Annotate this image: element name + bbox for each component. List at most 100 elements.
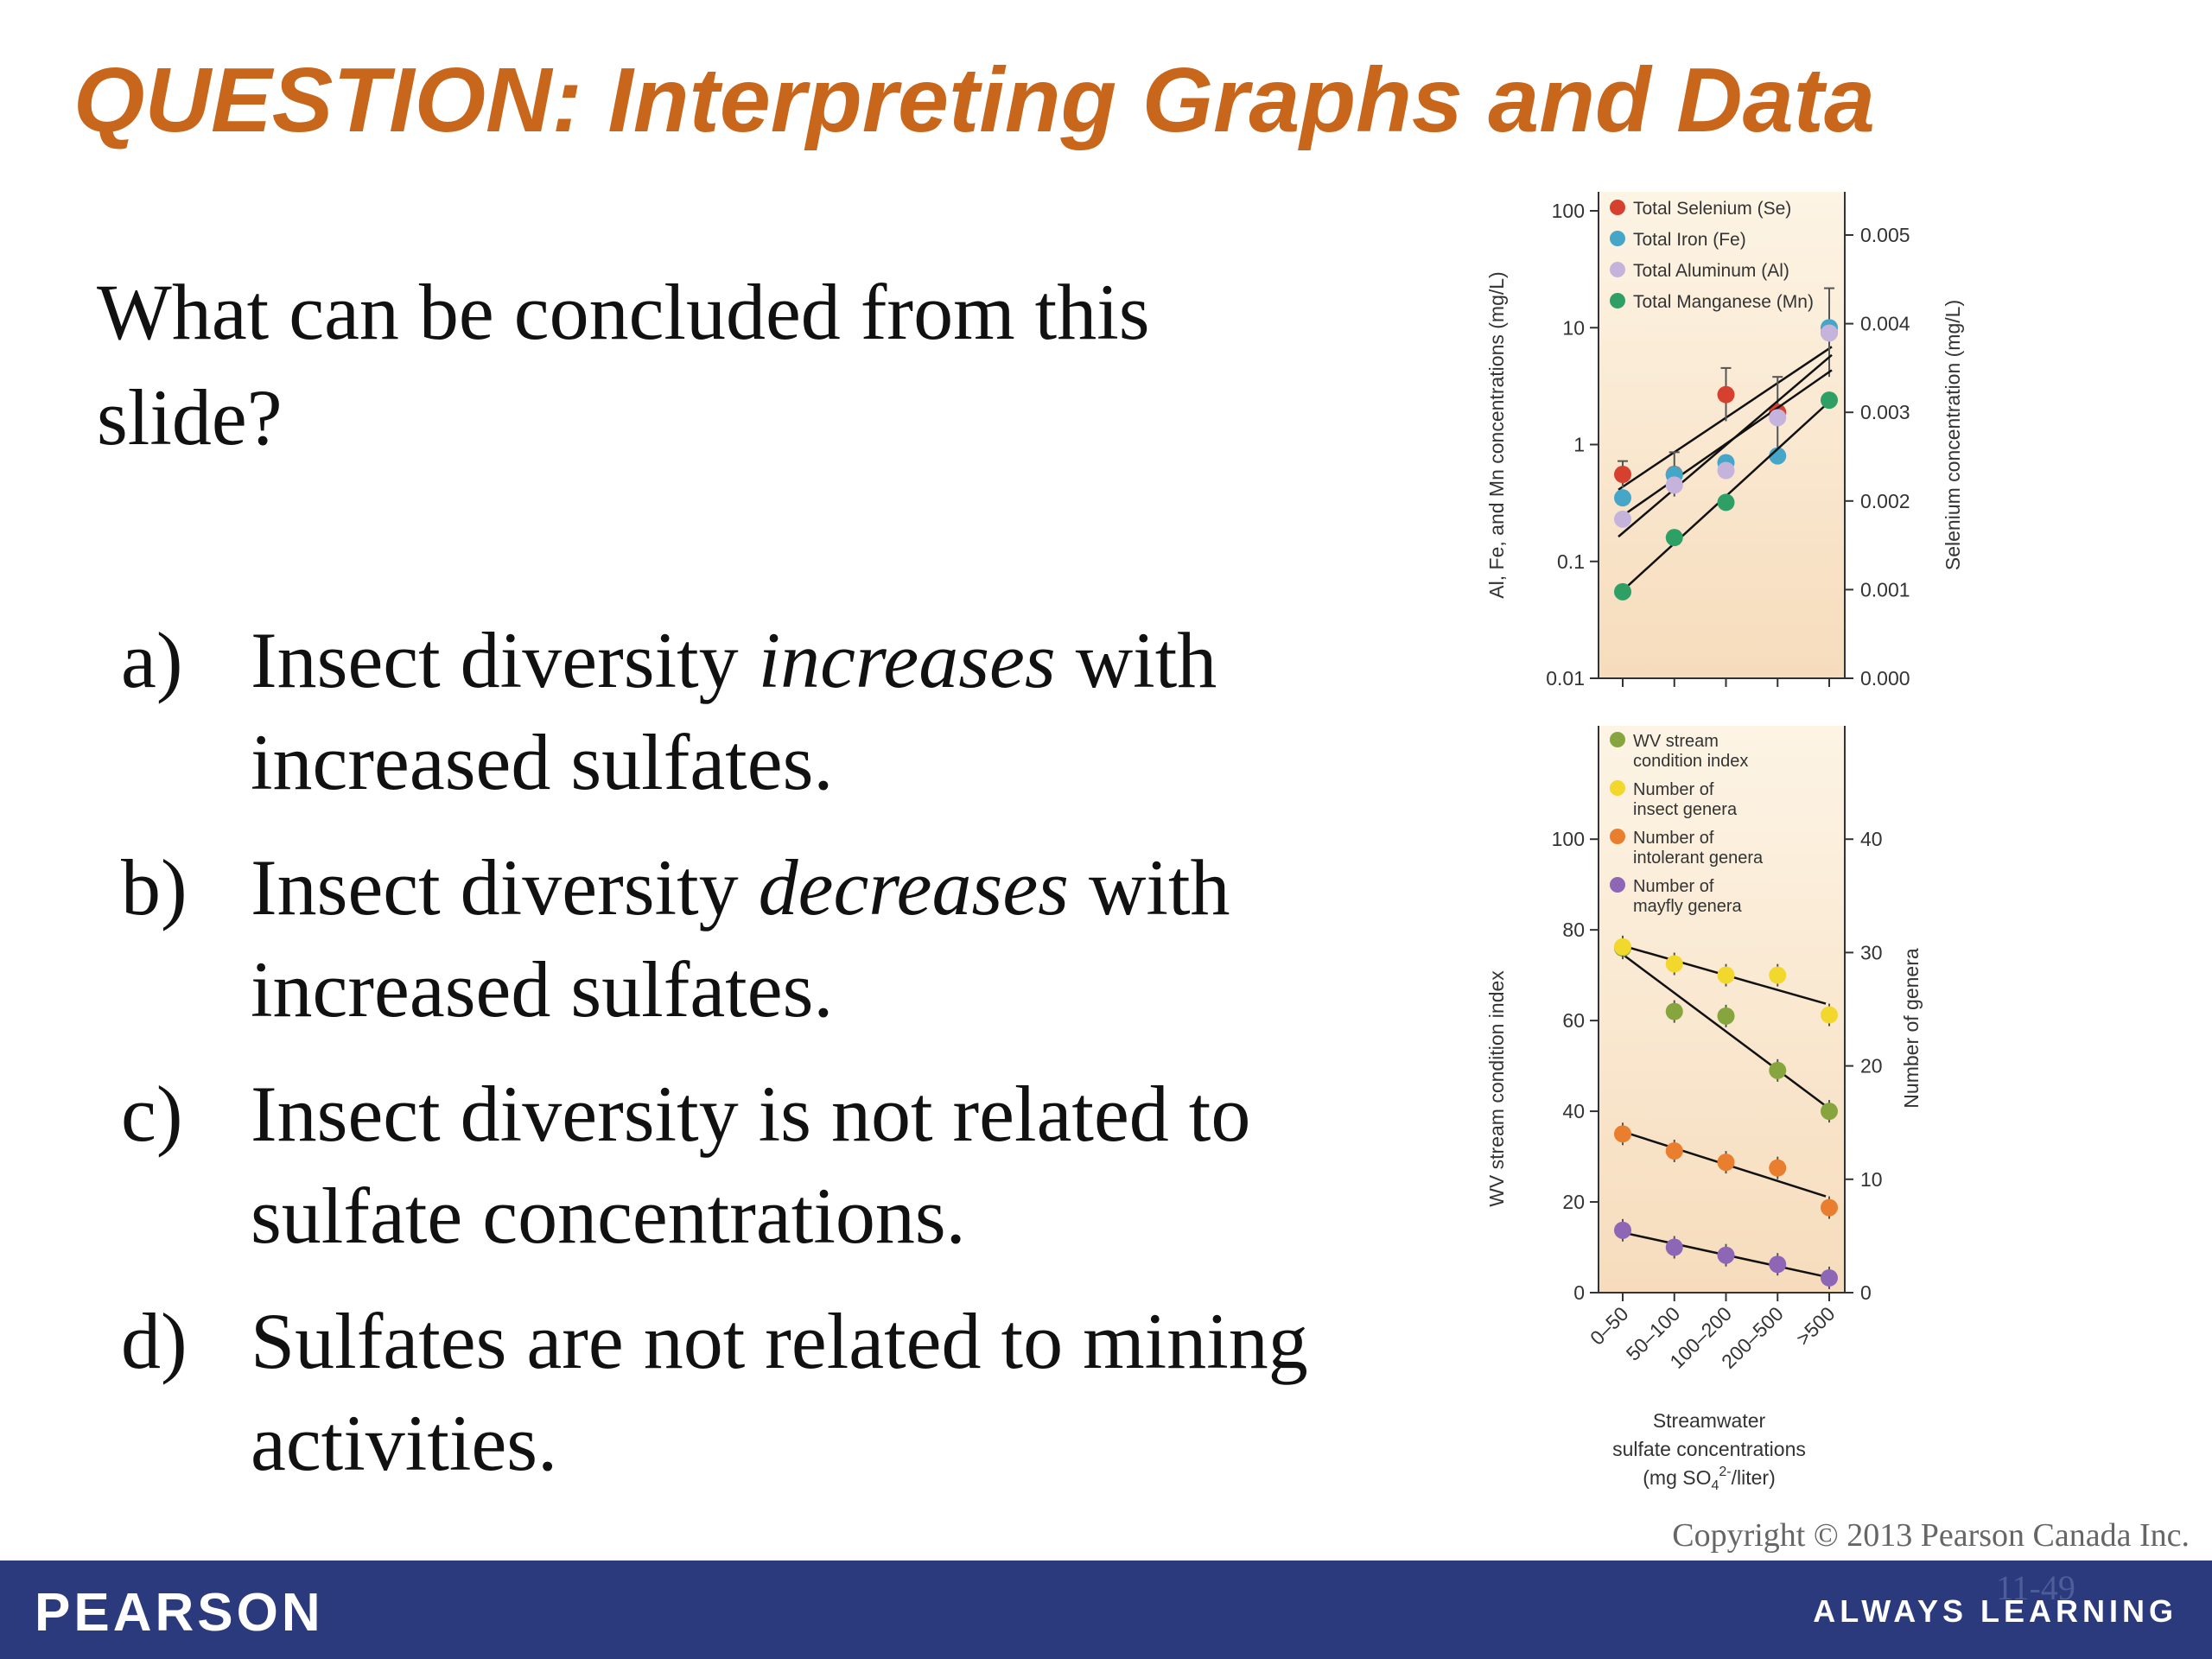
data-point <box>1717 966 1735 984</box>
figure-charts: 0.010.11101000.0000.0010.0020.0030.0040.… <box>1485 192 1964 1493</box>
legend-marker <box>1610 200 1625 215</box>
footer-bar: PEARSON 11-49 ALWAYS LEARNING <box>0 1560 2212 1659</box>
data-point <box>1821 1268 1838 1287</box>
data-point <box>1821 1103 1838 1121</box>
data-point <box>1717 1154 1735 1172</box>
pearson-logo: PEARSON <box>35 1583 324 1643</box>
answer-text: Insect diversity decreases with increase… <box>251 843 1230 1033</box>
legend-label: mayfly genera <box>1633 897 1742 916</box>
legend-label: Number of <box>1633 877 1714 896</box>
data-point <box>1821 1198 1838 1217</box>
y-tick-label-left: 0.01 <box>1546 667 1585 690</box>
data-point <box>1665 1002 1683 1020</box>
data-point <box>1665 476 1683 494</box>
y-axis-title-left: Al, Fe, and Mn concentrations (mg/L) <box>1485 271 1508 598</box>
y-tick-label-right: 0.003 <box>1860 401 1910 423</box>
page-number: 11-49 <box>1996 1568 2075 1607</box>
data-point <box>1821 324 1838 342</box>
y-tick-label-right: 30 <box>1860 941 1883 963</box>
data-point <box>1665 955 1683 973</box>
unit-superscript: 2- <box>1719 1465 1731 1479</box>
y-tick-label-left: 40 <box>1562 1100 1585 1122</box>
answer-letter: a) <box>121 616 183 704</box>
data-point <box>1769 966 1787 984</box>
y-tick-label-left: 20 <box>1562 1191 1585 1213</box>
legend-label: Number of <box>1633 829 1714 848</box>
y-tick-label-left: 60 <box>1562 1009 1585 1032</box>
y-tick-label-left: 100 <box>1552 200 1585 222</box>
y-tick-label-right: 10 <box>1860 1168 1883 1191</box>
legend-label: Number of <box>1633 780 1714 799</box>
unit-text: /liter) <box>1732 1466 1776 1489</box>
data-point <box>1614 1221 1631 1239</box>
trendline <box>1618 353 1833 538</box>
y-tick-label-right: 0.001 <box>1860 578 1910 601</box>
data-point <box>1717 1246 1735 1264</box>
x-axis-unit: (mg SO42-/liter) <box>1643 1465 1776 1493</box>
legend-marker <box>1610 262 1625 277</box>
y-axis-title-right: Number of genera <box>1900 948 1923 1109</box>
legend-label: intolerant genera <box>1633 849 1764 868</box>
data-point <box>1614 510 1631 528</box>
y-tick-label-left: 100 <box>1552 828 1585 850</box>
y-tick-label-left: 1 <box>1573 434 1585 456</box>
legend-marker <box>1610 829 1625 844</box>
data-point <box>1717 461 1735 480</box>
legend-label: insect genera <box>1633 800 1738 819</box>
y-tick-label-right: 0.002 <box>1860 490 1910 512</box>
legend-label: Total Aluminum (Al) <box>1633 261 1789 281</box>
data-point <box>1717 493 1735 512</box>
y-tick-label-right: 0 <box>1860 1281 1872 1304</box>
legend-marker <box>1610 780 1625 796</box>
data-point <box>1769 1159 1787 1177</box>
data-point <box>1665 1238 1683 1256</box>
legend-label: Total Selenium (Se) <box>1633 199 1791 219</box>
y-tick-label-left: 80 <box>1562 918 1585 941</box>
data-point <box>1665 1142 1683 1160</box>
trendline <box>1622 953 1827 1107</box>
data-point <box>1665 529 1683 547</box>
slide-title: QUESTION: Interpreting Graphs and Data <box>73 49 1875 151</box>
y-axis-title-right: Selenium concentration (mg/L) <box>1942 300 1964 570</box>
y-tick-label-left: 0.1 <box>1557 550 1585 573</box>
answer-letter: b) <box>121 843 188 931</box>
legend-label: Total Manganese (Mn) <box>1633 292 1814 312</box>
question-text: What can be concluded from this slide? <box>97 268 1150 461</box>
data-point <box>1769 409 1787 427</box>
copyright-notice: Copyright © 2013 Pearson Canada Inc. <box>1672 1517 2190 1554</box>
y-tick-label-right: 0.004 <box>1860 313 1910 335</box>
unit-subscript: 4 <box>1711 1478 1719 1493</box>
legend-marker <box>1610 877 1625 893</box>
data-point <box>1769 1061 1787 1079</box>
chart-biodiversity: 0 20 40 60 80 100 0 10 20 30 40 WV stream condition… <box>1485 726 1923 1493</box>
legend-marker <box>1610 732 1625 747</box>
tagline: ALWAYS LEARNING <box>1813 1593 2177 1629</box>
legend-marker <box>1610 231 1625 246</box>
data-point <box>1769 1255 1787 1274</box>
data-point <box>1614 489 1631 507</box>
plot-area <box>1599 192 1845 678</box>
legend-label: Total Iron (Fe) <box>1633 230 1746 250</box>
y-tick-label-right: 0.000 <box>1860 667 1910 690</box>
data-point <box>1614 582 1631 601</box>
data-point <box>1614 1125 1631 1143</box>
data-point <box>1821 1006 1838 1024</box>
data-point <box>1717 385 1735 404</box>
chart-metals: 0.01 0.1 1 10 100 0.000 0.001 0.002 0.003 0.004 0.… <box>1485 192 1964 690</box>
data-point <box>1614 938 1631 956</box>
x-tick-label: 0–50 <box>1586 1302 1633 1350</box>
legend-label: WV stream <box>1633 732 1719 751</box>
answer-text: Insect diversity is not related to sulfa… <box>251 1070 1251 1260</box>
y-tick-label-right: 20 <box>1860 1055 1883 1077</box>
answer-letter: d) <box>121 1297 188 1385</box>
x-tick-label: >500 <box>1792 1302 1840 1350</box>
unit-text: (mg SO <box>1643 1466 1711 1489</box>
y-axis-title-left: WV stream condition index <box>1485 970 1508 1207</box>
y-tick-label-left: 0 <box>1573 1281 1585 1304</box>
data-point <box>1717 1007 1735 1025</box>
answer-text: Insect diversity increases with increase… <box>251 616 1217 806</box>
answer-letter: c) <box>121 1070 183 1158</box>
x-axis-title: Streamwater <box>1653 1409 1766 1432</box>
legend-marker <box>1610 293 1625 308</box>
x-axis-title: sulfate concentrations <box>1612 1438 1806 1460</box>
